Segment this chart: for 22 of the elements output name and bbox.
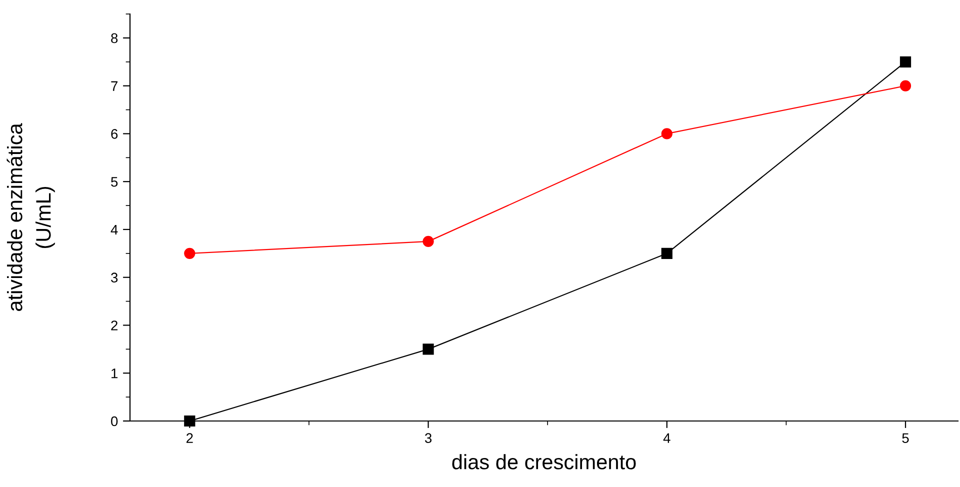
y-tick-label: 1 xyxy=(112,368,118,378)
y-tick-label: 3 xyxy=(111,272,118,283)
y-tick-label: 5 xyxy=(111,177,118,187)
y-tick-label: 4 xyxy=(110,224,118,235)
y-tick-label: 0 xyxy=(111,416,118,426)
y-tick-label: 7 xyxy=(111,81,118,91)
y-axis-title: atividade enzimática (U/mL) xyxy=(6,123,55,311)
point xyxy=(900,56,912,68)
y-tick-label: 2 xyxy=(111,320,118,330)
point xyxy=(900,80,912,92)
y-tick-label: 8 xyxy=(111,33,118,44)
x-tick-label: 5 xyxy=(902,433,909,444)
x-tick-label: 3 xyxy=(424,433,432,444)
y-tick-label: 6 xyxy=(111,129,118,139)
x-tick-label: 4 xyxy=(663,433,670,443)
point xyxy=(422,344,434,355)
x-axis-title: dias de crescimento xyxy=(452,454,636,470)
point xyxy=(184,248,196,259)
point xyxy=(661,248,672,259)
x-tick-label: 2 xyxy=(186,433,193,443)
point xyxy=(422,236,434,247)
point xyxy=(661,128,672,140)
